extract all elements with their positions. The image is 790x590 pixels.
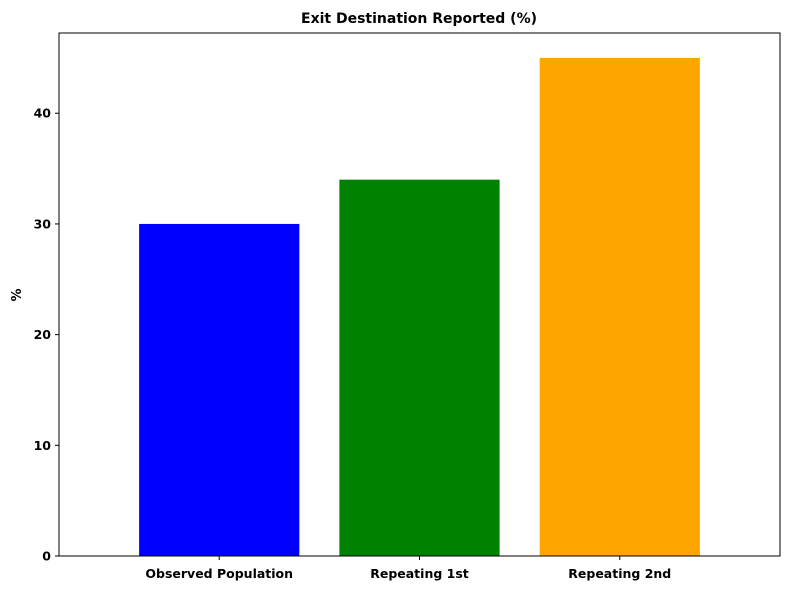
y-tick-label: 30 xyxy=(34,216,52,231)
y-axis-ticks: 0 10 20 30 40 xyxy=(34,106,59,564)
x-axis-ticks: Observed Population Repeating 1st Repeatin… xyxy=(145,556,671,581)
bar-repeating-1st xyxy=(339,179,500,556)
x-tick-label: Repeating 1st xyxy=(370,566,469,581)
plot-frame xyxy=(58,32,781,557)
y-tick-label: 0 xyxy=(42,549,51,564)
y-tick-label: 20 xyxy=(34,327,52,342)
x-tick-label: Observed Population xyxy=(145,566,293,581)
bar-repeating-2nd xyxy=(539,57,700,557)
bar-observed-population xyxy=(139,223,300,556)
chart-title: Exit Destination Reported (%) xyxy=(301,11,537,27)
x-tick-label: Repeating 2nd xyxy=(568,566,671,581)
y-tick-label: 10 xyxy=(34,438,52,453)
y-tick-label: 40 xyxy=(34,106,52,121)
bars-group xyxy=(139,57,700,557)
y-axis-label: % xyxy=(10,288,25,301)
